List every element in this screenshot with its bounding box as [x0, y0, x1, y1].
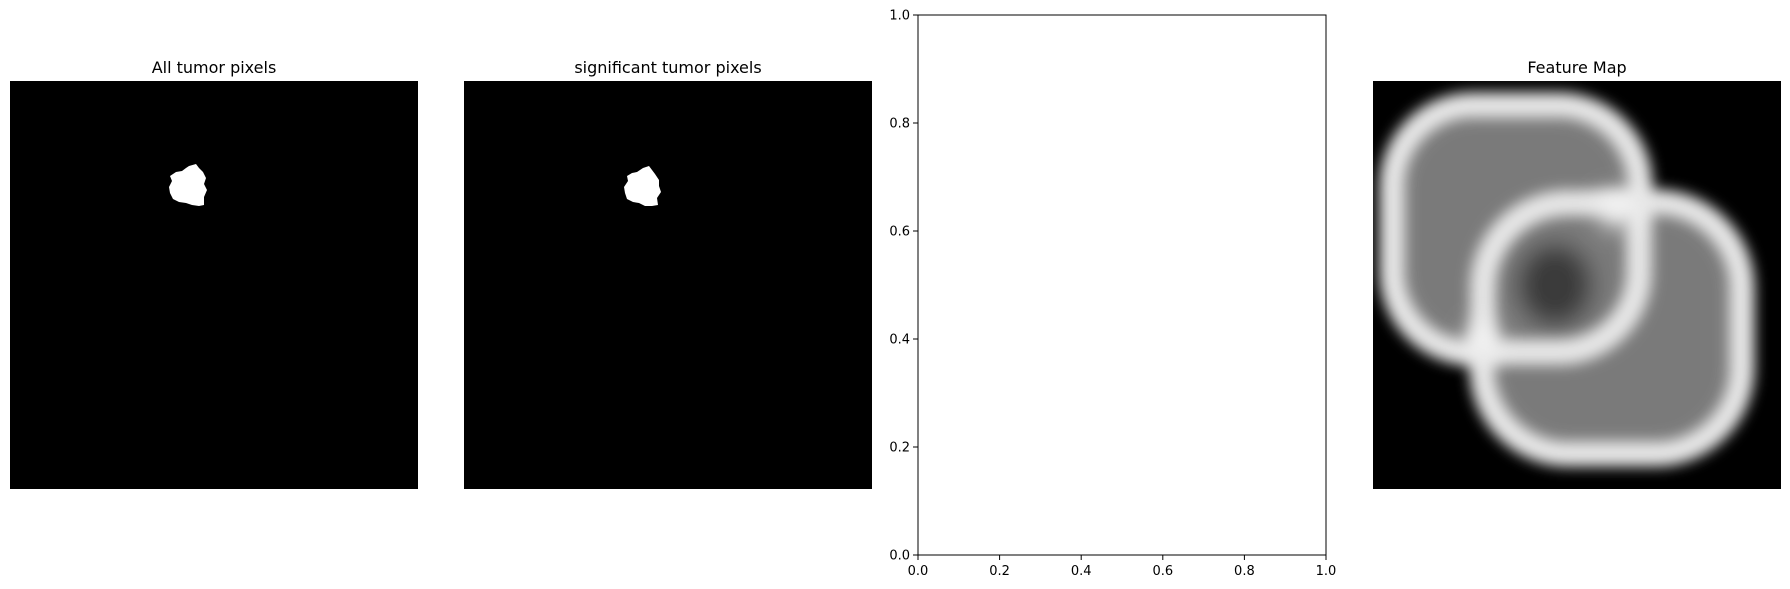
y-tick-label: 0.8 [889, 117, 910, 132]
y-tick-label: 0.2 [889, 441, 910, 456]
x-tick-label: 1.0 [1316, 564, 1337, 579]
x-tick-label: 0.2 [989, 564, 1010, 579]
x-tick-label: 0.4 [1071, 564, 1092, 579]
x-tick-label: 0.0 [908, 564, 929, 579]
x-tick-label: 0.6 [1152, 564, 1173, 579]
mask-image-all-tumor [10, 81, 418, 489]
panel-feature-map: Feature Map [1373, 58, 1781, 489]
panel-significant-tumor-pixels: significant tumor pixels [464, 58, 872, 489]
feature-map-image [1373, 81, 1781, 489]
panel-title-feature-map: Feature Map [1527, 58, 1626, 77]
axes-frame [917, 14, 1327, 556]
panel-empty-axes: 0.0 0.2 0.4 0.6 0.8 1.0 0.0 0.2 0.4 0.6 0.8 1.0 [889, 9, 1336, 580]
panel-title-all-tumor-pixels: All tumor pixels [152, 58, 277, 77]
tumor-blob [624, 166, 661, 206]
tumor-blob [169, 164, 207, 206]
panel-all-tumor-pixels: All tumor pixels [10, 58, 418, 489]
y-tick-label: 0.4 [889, 333, 910, 348]
panel-title-significant-tumor-pixels: significant tumor pixels [574, 58, 761, 77]
x-axis: 0.0 0.2 0.4 0.6 0.8 1.0 [908, 555, 1337, 579]
y-tick-label: 1.0 [889, 9, 910, 24]
x-tick-label: 0.8 [1234, 564, 1255, 579]
y-tick-label: 0.0 [889, 549, 910, 564]
mask-image-significant-tumor [464, 81, 872, 489]
y-axis: 0.0 0.2 0.4 0.6 0.8 1.0 [889, 9, 918, 564]
y-tick-label: 0.6 [889, 225, 910, 240]
